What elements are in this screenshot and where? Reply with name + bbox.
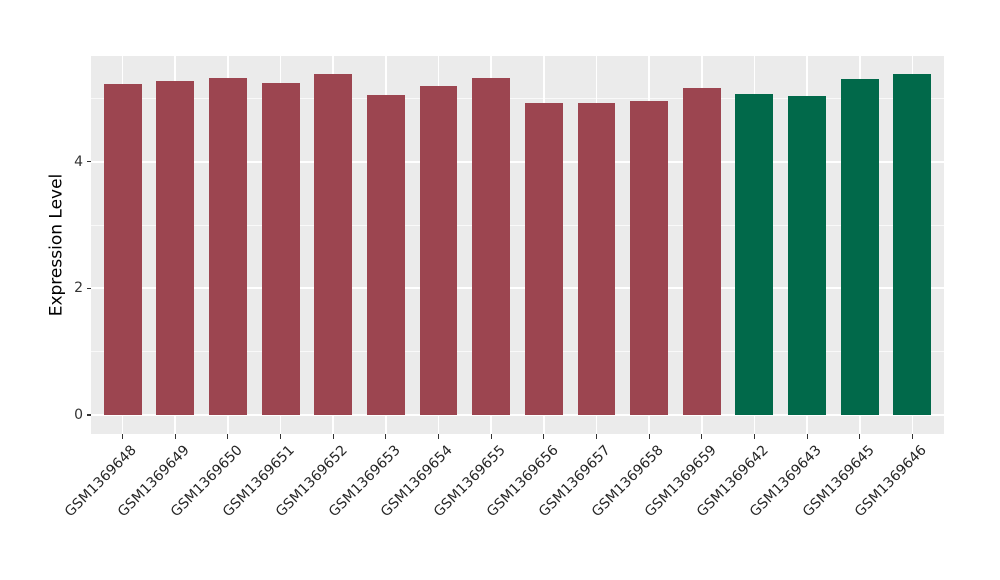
y-gridline-major xyxy=(91,414,944,416)
bar-GSM1369651 xyxy=(261,82,300,415)
x-tick-mark xyxy=(227,434,229,439)
x-tick-mark xyxy=(911,434,913,439)
y-axis-tick-label: 0 xyxy=(74,407,83,423)
bar-GSM1369652 xyxy=(314,73,353,415)
y-tick-mark xyxy=(86,161,91,163)
y-gridline-major xyxy=(91,287,944,290)
x-tick-mark xyxy=(701,434,703,439)
y-gridline-minor xyxy=(91,224,944,226)
x-tick-mark xyxy=(543,434,545,439)
bar-GSM1369646 xyxy=(893,73,932,415)
x-tick-mark xyxy=(122,434,124,439)
bar-GSM1369657 xyxy=(577,103,616,415)
y-tick-mark xyxy=(86,287,91,289)
x-tick-mark xyxy=(753,434,755,439)
bar-GSM1369659 xyxy=(682,88,721,415)
y-gridline-minor xyxy=(91,97,944,99)
x-tick-mark xyxy=(806,434,808,439)
x-tick-mark xyxy=(859,434,861,439)
x-tick-mark xyxy=(595,434,598,439)
bar-GSM1369654 xyxy=(419,86,458,415)
y-axis-tick-label: 4 xyxy=(74,153,83,170)
x-tick-mark xyxy=(648,434,650,439)
bar-GSM1369655 xyxy=(472,77,511,415)
x-tick-mark xyxy=(280,434,282,439)
y-gridline-major xyxy=(91,160,944,163)
bar-GSM1369658 xyxy=(630,100,669,415)
bar-GSM1369650 xyxy=(208,77,247,415)
bar-GSM1369645 xyxy=(840,78,879,415)
x-tick-mark xyxy=(174,434,176,439)
x-tick-mark xyxy=(332,434,334,439)
bar-GSM1369642 xyxy=(735,93,774,415)
y-gridline-minor xyxy=(91,351,944,353)
bar-GSM1369656 xyxy=(524,103,563,415)
plot-panel xyxy=(91,56,944,434)
x-tick-mark xyxy=(490,434,492,439)
bar-GSM1369643 xyxy=(788,95,827,415)
x-tick-mark xyxy=(385,434,387,439)
y-tick-mark xyxy=(86,414,91,416)
y-axis-tick-label: 2 xyxy=(74,280,83,297)
x-tick-mark xyxy=(437,434,440,439)
bar-GSM1369653 xyxy=(366,94,405,415)
bar-GSM1369649 xyxy=(156,80,195,415)
bar-GSM1369648 xyxy=(103,84,142,415)
